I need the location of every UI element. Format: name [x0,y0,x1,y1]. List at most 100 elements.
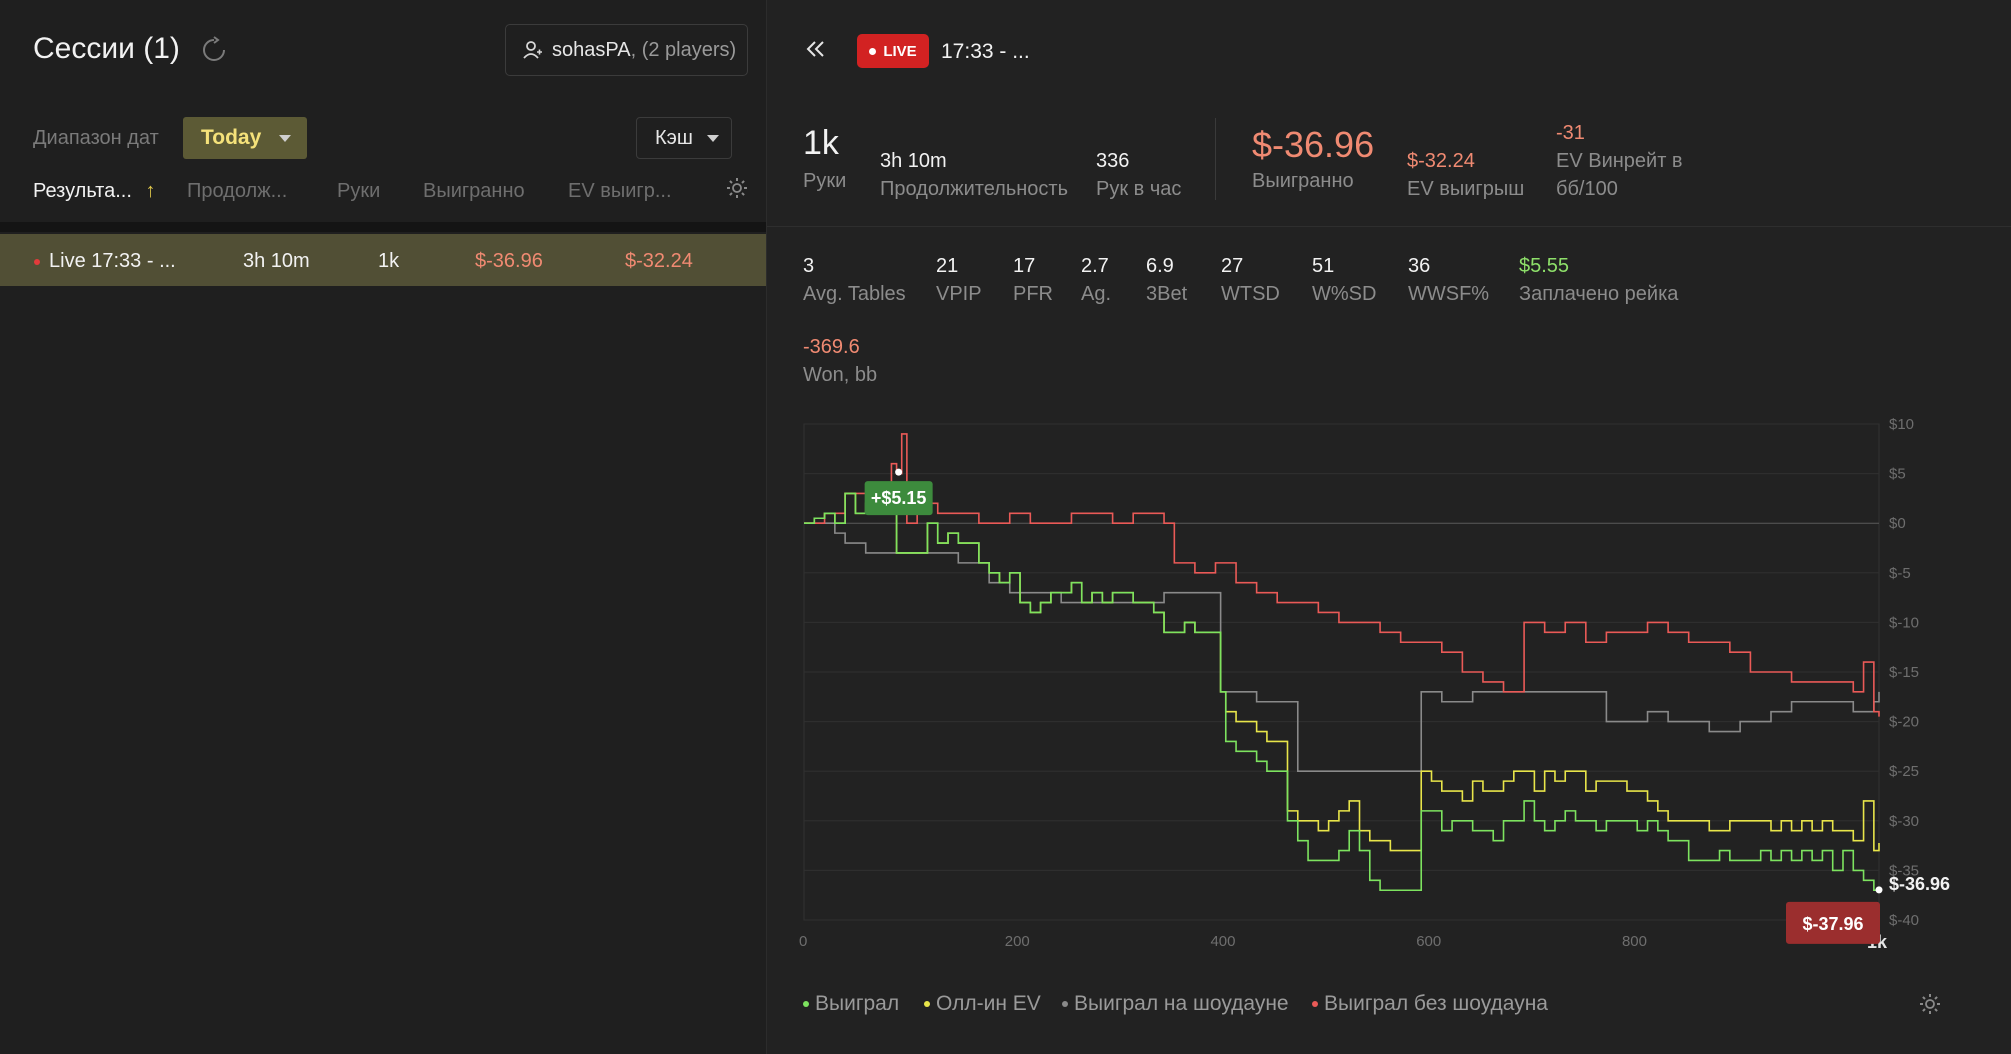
ag-label: Ag. [1081,283,1112,305]
rate-label: Рук в час [1096,178,1182,200]
x-tick-label: 800 [1622,933,1647,950]
legend-label: Олл-ин EV [936,992,1041,1015]
player-selector-button[interactable]: sohasPA, (2 players) [505,24,748,76]
won-bb-label: Won, bb [803,364,878,386]
pfr-value: 17 [1013,255,1036,277]
gear-icon[interactable] [1918,992,1942,1016]
series-line-1 [804,482,1880,892]
column-duration[interactable]: Продолж... [187,180,288,202]
wtsd-value: 27 [1221,255,1244,277]
wsd-label: W%SD [1312,283,1377,305]
3bet-value: 6.9 [1146,255,1174,277]
legend-label: Выиграл [815,992,900,1015]
row-hands: 1k [378,250,400,272]
legend-dot-icon [1062,1001,1068,1007]
sessions-title: Сессии (1) [33,32,180,65]
x-tick-label: 600 [1416,933,1441,950]
hands-label: Руки [803,170,847,192]
column-ev-won[interactable]: EV выигр... [568,180,672,202]
gear-icon[interactable] [725,176,749,200]
y-tick-label: $10 [1889,416,1914,433]
column-won[interactable]: Выигранно [423,180,525,202]
column-result-label: Результа... [33,180,132,202]
sessions-panel: Сессии (1) sohasPA, (2 players) Диапазон… [0,0,767,1054]
won-bb-value: -369.6 [803,336,860,358]
date-range-label: Диапазон дат [33,127,159,149]
game-type-value: Кэш [655,126,693,149]
won-label: Выигранно [1252,170,1354,192]
end-value-label: $-36.96 [1889,874,1950,894]
wwsf-label: WWSF% [1408,283,1490,305]
legend-item-won[interactable]: Выиграл [803,992,899,1016]
player-name: sohasPA [552,38,631,61]
legend-label: Выиграл без шоудауна [1324,992,1548,1015]
legend-item-allin-ev[interactable]: Олл-ин EV [924,992,1041,1016]
ev-won-value: $-32.24 [1407,150,1475,172]
series-line-3 [804,522,1880,772]
player-count: , (2 players) [630,38,737,61]
divider [0,222,766,232]
session-row[interactable] [0,234,766,286]
chevron-down-icon [279,134,292,142]
max-tooltip-box [864,481,933,516]
date-range-value: Today [201,126,262,149]
vpip-value: 21 [936,255,959,277]
ev-winrate-label-unit: бб/100 [1556,178,1618,200]
rate-value: 336 [1096,150,1130,172]
rake-label: Заплачено рейка [1519,283,1679,305]
wsd-value: 51 [1312,255,1335,277]
avg-tables-label: Avg. Tables [803,283,906,305]
y-tick-label: $-30 [1889,813,1919,830]
min-tooltip-label: $-37.96 [1802,914,1863,934]
y-tick-label: $-25 [1889,763,1919,780]
row-duration: 3h 10m [243,250,310,272]
date-range-dropdown[interactable]: Today [183,117,307,159]
legend-item-non-showdown[interactable]: Выиграл без шоудауна [1312,992,1548,1016]
pfr-label: PFR [1013,283,1053,305]
y-tick-label: $-15 [1889,664,1919,681]
end-point [1875,886,1883,894]
min-tooltip-box [1786,901,1880,944]
user-icon [523,41,542,59]
wwsf-value: 36 [1408,255,1431,277]
ev-won-label: EV выигрыш [1407,178,1525,200]
live-dot-icon [869,47,877,55]
legend-label: Выиграл на шоудауне [1074,992,1289,1015]
divider [1215,118,1216,200]
x-tick-label: 0 [799,933,807,950]
refresh-icon[interactable] [200,36,228,64]
hands-value: 1k [803,124,839,162]
row-session-name: Live 17:33 - ... [49,250,176,272]
series-line-2 [804,482,1880,852]
y-tick-label: $-10 [1889,614,1919,631]
y-tick-label: $-40 [1889,912,1919,929]
live-dot [34,259,40,265]
session-title: 17:33 - ... [941,40,1030,63]
game-type-dropdown[interactable]: Кэш [636,117,732,159]
profit-chart[interactable]: $10 $5 $0 $-5 $-10 $-15 $-20 $-25 $-30 $-35 $-40 0 2… [767,410,2011,970]
y-tick-label: $-5 [1889,565,1911,582]
legend-item-showdown[interactable]: Выиграл на шоудауне [1062,992,1289,1016]
chevron-down-icon [706,134,719,142]
legend-dot-icon [803,1001,809,1007]
row-ev-won: $-32.24 [625,250,693,272]
y-tick-label: $0 [1889,515,1906,532]
collapse-left-icon[interactable] [803,36,829,62]
column-hands[interactable]: Руки [337,180,381,202]
max-tooltip-label: +$5.15 [871,488,927,508]
ag-value: 2.7 [1081,255,1109,277]
ev-winrate-label: EV Винрейт в [1556,150,1683,172]
duration-label: Продолжительность [880,178,1068,200]
column-result[interactable]: Результа... ↑ [33,180,155,203]
duration-value: 3h 10m [880,150,947,172]
legend-dot-icon [924,1001,930,1007]
ev-winrate-value: -31 [1556,122,1585,144]
live-badge: LIVE [857,34,929,68]
session-detail-panel [767,0,2011,1054]
legend-dot-icon [1312,1001,1318,1007]
y-tick-label: $-35 [1889,862,1919,879]
row-won: $-36.96 [475,250,543,272]
won-value: $-36.96 [1252,124,1375,165]
x-tick-label: 200 [1005,933,1030,950]
y-tick-label: $-20 [1889,714,1919,731]
